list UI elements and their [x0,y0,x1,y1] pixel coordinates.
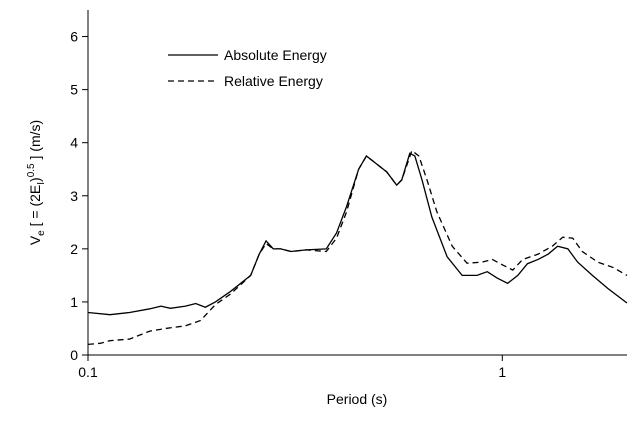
y-label-part: 0.5 [26,163,37,177]
y-tick-label: 4 [70,135,78,151]
y-tick-label: 3 [70,188,78,204]
legend-label: Relative Energy [224,73,323,89]
y-tick-label: 2 [70,241,78,257]
series-line [87,149,628,346]
y-axis-label: Ve [ = (2EI)0.5 ] (m/s) [26,120,47,245]
x-axis-label: Period (s) [327,391,388,407]
y-label-part: ) [27,177,43,182]
y-label-part: I [36,182,47,185]
x-tick-label: 0.1 [78,364,98,380]
y-tick-label: 0 [70,347,78,363]
legend-label: Absolute Energy [224,47,327,63]
y-label-part: ] (m/s) [27,120,43,164]
y-tick-label: 1 [70,294,78,310]
y-label-part: e [36,230,47,236]
series-line [87,152,628,316]
y-tick-label: 5 [70,82,78,98]
x-tick-label: 1 [498,364,506,380]
y-tick-label: 6 [70,29,78,45]
y-label-part: V [27,235,43,245]
y-label-part: [ = (2E [27,185,43,231]
